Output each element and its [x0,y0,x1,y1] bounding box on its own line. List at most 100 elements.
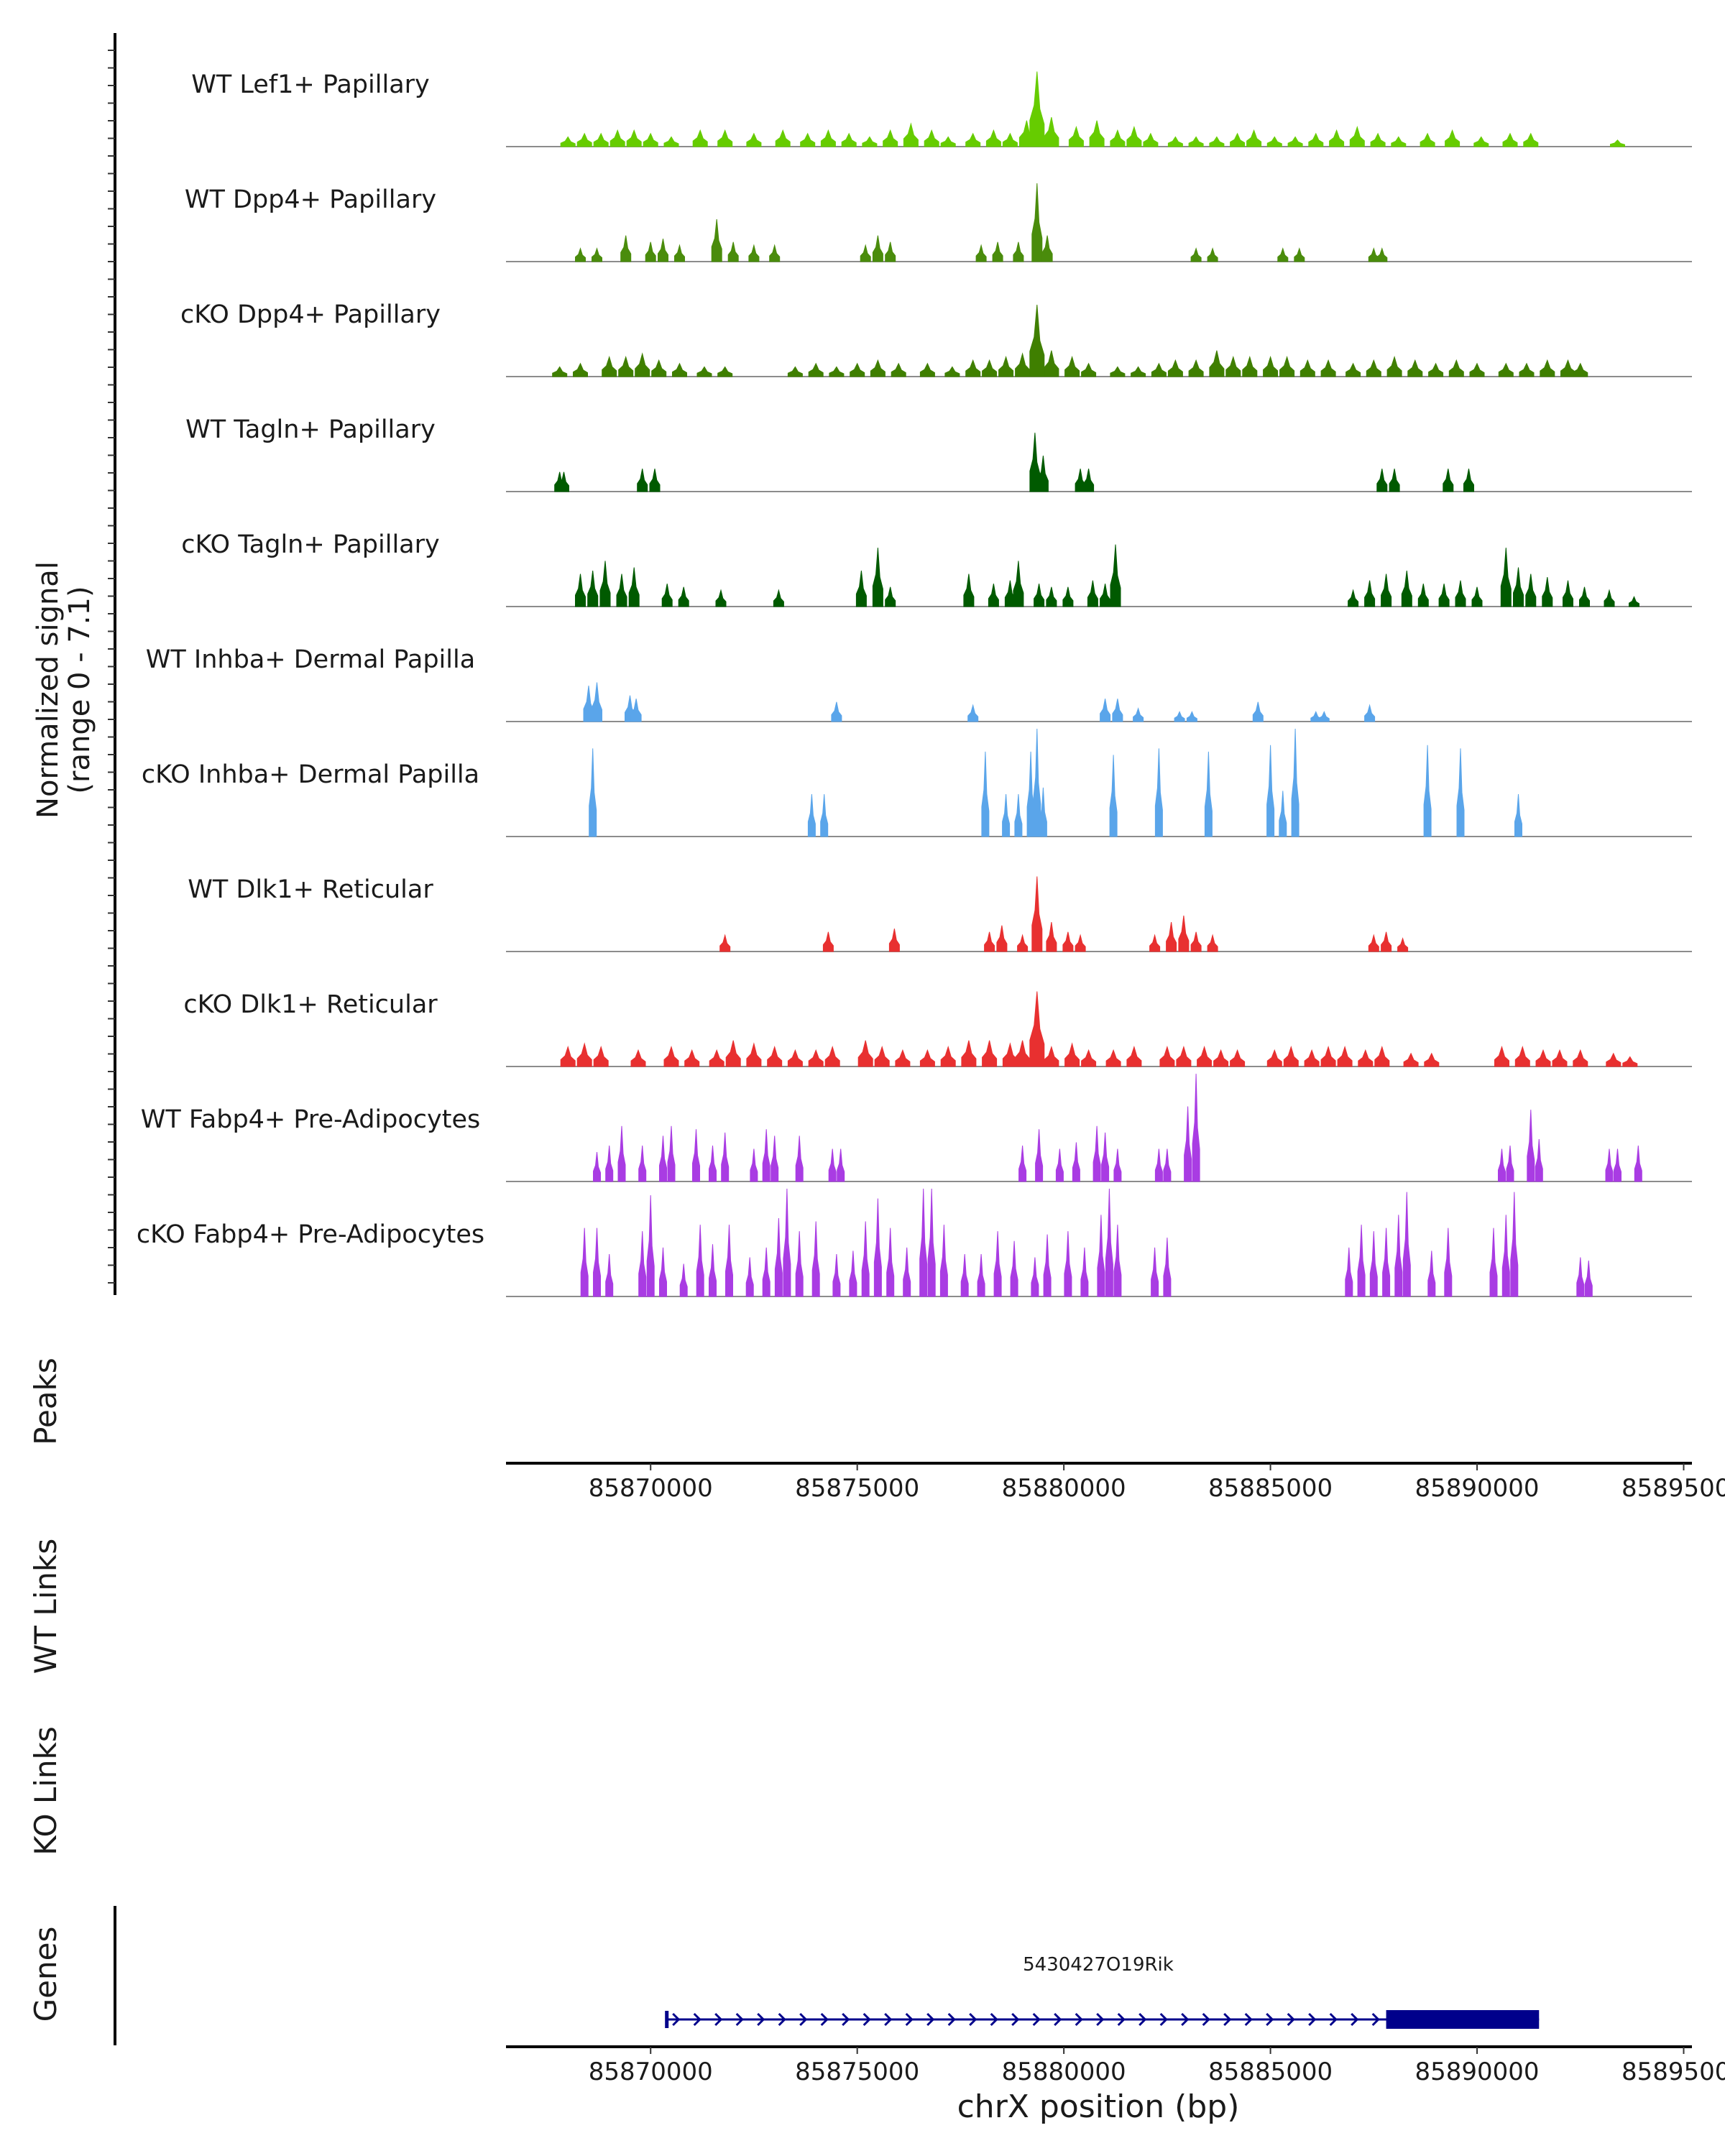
strand-arrow [735,2012,744,2027]
signal-peak [1089,120,1105,147]
signal-peak [678,586,689,607]
signal-peak [841,132,857,147]
signal-peak [1456,748,1465,837]
signal-peak [661,584,673,607]
signal-peak [592,247,602,262]
signal-peak [721,1132,730,1182]
signal-peak [592,682,602,722]
track-7: WT Dlk1+ Reticular [188,875,1692,952]
signal-peak [727,241,739,262]
signal-peak [1386,356,1402,377]
signal-peak [1209,350,1225,377]
signal-peak [696,1225,704,1297]
signal-peak [1501,1215,1510,1297]
signal-peak [1075,934,1086,952]
signal-peak [800,132,816,147]
signal-peak [762,1129,770,1182]
signal-peak [1113,1225,1122,1297]
strand-arrow [1371,2012,1380,2027]
signal-peak [1443,469,1454,492]
signal-peak [1039,787,1047,837]
track-label: cKO Fabp4+ Pre-Adipocytes [137,1220,484,1249]
signal-peak [1489,1227,1498,1297]
signal-peak [605,1253,614,1297]
signal-peak [984,931,995,952]
signal-peak [1403,1052,1419,1067]
signal-peak [824,1046,840,1067]
signal-peak [1535,1138,1543,1182]
signal-peak [1514,793,1522,837]
signal-peak [1438,584,1450,607]
signal-peak [1364,580,1376,607]
signal-peak [1080,1247,1089,1297]
signal-peak [919,362,935,377]
track-label: cKO Inhba+ Dermal Papilla [142,760,479,789]
signal-peak [795,1135,804,1182]
signal-peak [750,1148,758,1182]
strand-arrow [1266,2012,1274,2027]
signal-peak [919,1049,935,1067]
signal-peak [870,359,886,377]
signal-peak [1126,1046,1142,1067]
signal-peak [1113,1148,1122,1182]
signal-peak [1368,934,1379,952]
signal-peak [1015,1040,1031,1067]
signal-peak [552,366,568,377]
signal-peak [593,132,609,147]
signal-peak [1083,469,1095,492]
x-tick-label: 85875000 [795,1474,919,1503]
track-2: cKO Dpp4+ Papillary [180,300,1692,377]
signal-peak [787,1049,803,1067]
signal-peak [832,1253,841,1297]
track-label: WT Fabp4+ Pre-Adipocytes [141,1105,480,1134]
peaks-x-axis: 85870000 85875000 85880000 85885000 85890000… [589,1463,1725,1503]
signal-peak [988,584,999,607]
strand-arrow [1202,2012,1210,2027]
ko-links-panel-label: KO Links [28,1726,63,1856]
signal-peak [1188,359,1204,377]
signal-peak [1427,1250,1436,1297]
strand-arrow [926,2012,935,2027]
signal-peak [762,1247,770,1297]
wt-links-panel-label: WT Links [28,1539,63,1674]
strand-arrow [693,2012,702,2027]
signal-peak [1105,1049,1121,1067]
signal-peak [1498,1148,1506,1182]
signal-peak [1110,544,1121,607]
signal-peak [770,1135,779,1182]
signal-peak [1044,1046,1059,1067]
signal-peak [1573,362,1588,377]
signal-peak [811,1221,820,1297]
signal-peak [787,366,803,377]
signal-peak [1192,1074,1200,1182]
signal-peak [1401,570,1412,607]
signal-peak [1072,1142,1080,1182]
y-axis-title: Normalized signal [32,561,65,819]
signal-peak [719,934,731,952]
signal-peak [1369,1231,1378,1297]
signal-peak [748,244,760,262]
signal-peak [1514,1046,1530,1067]
signal-peak [998,356,1014,377]
strand-arrow [1138,2012,1147,2027]
signal-peak [1502,132,1518,147]
y-axis-range: (range 0 - 7.1) [63,586,96,793]
signal-peak [967,704,979,722]
signal-peak [977,1253,985,1297]
signal-peak [1018,1145,1027,1182]
strand-arrow [672,2012,681,2027]
signal-peak [558,471,569,492]
signal-peak [1149,934,1161,952]
signal-peak [1064,356,1080,377]
track-label: cKO Dlk1+ Reticular [183,990,438,1019]
signal-peak [1535,1049,1551,1067]
signal-peak [1455,580,1466,607]
signal-peak [1242,356,1258,377]
signal-peak [1376,247,1388,262]
signal-peak [605,1145,614,1182]
x-tick-label: 85870000 [589,1474,713,1503]
signal-peak [1348,589,1359,607]
signal-peak [1166,922,1177,952]
signal-peak [1064,1231,1072,1297]
signal-peak [1174,711,1185,722]
